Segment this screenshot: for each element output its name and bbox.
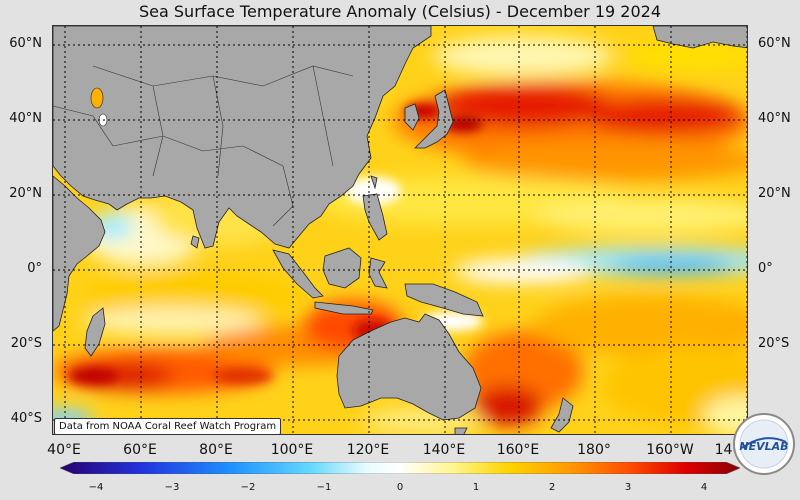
colorbar-tick-1: 1 — [472, 482, 480, 493]
lon-label-60e: 60°E — [123, 442, 157, 458]
map-title: Sea Surface Temperature Anomaly (Celsius… — [139, 2, 661, 21]
landmass-sri-lanka — [190, 235, 200, 249]
landmass-alaska — [652, 26, 747, 49]
landmass-borneo — [322, 247, 362, 289]
landmass-sulawesi — [368, 257, 388, 289]
country-borders — [53, 65, 354, 227]
lat-label-eq-right: 0° — [758, 261, 773, 276]
map-canvas — [53, 26, 747, 434]
lat-label-20s-right: 20°S — [758, 336, 790, 351]
colorbar-tick-minus2: −2 — [240, 482, 256, 493]
landmass-asia — [53, 26, 432, 249]
lon-label-180: 180° — [577, 442, 611, 458]
lat-label-20n-left: 20°N — [9, 186, 42, 201]
logo-text: NEVLAB — [739, 440, 788, 453]
landmass-japan — [414, 89, 454, 149]
lon-label-100e: 100°E — [270, 442, 314, 458]
sst-anomaly-map — [52, 25, 748, 435]
landmass-philippines — [362, 175, 388, 241]
logo-graphic: NEVLAB — [733, 413, 795, 475]
landmass-madagascar — [84, 307, 106, 357]
lon-label-140e: 140°E — [422, 442, 466, 458]
colorbar-tick-4: 4 — [700, 482, 708, 493]
landmass-africa — [53, 175, 106, 332]
anomaly-field — [53, 26, 747, 434]
lat-label-20s-left: 20°S — [10, 336, 42, 351]
colorbar-tick-minus1: −1 — [316, 482, 332, 493]
lat-label-60n-right: 60°N — [758, 36, 791, 51]
landmass-tasmania — [454, 427, 468, 434]
anomaly-colorbar — [60, 462, 740, 474]
lon-label-160w: 160°W — [646, 442, 694, 458]
nevlab-logo: NEVLAB — [732, 412, 796, 476]
landmass-new-guinea — [404, 283, 484, 317]
colorbar-tick-minus3: −3 — [164, 482, 180, 493]
lat-label-20n-right: 20°N — [758, 186, 791, 201]
lon-label-120e: 120°E — [346, 442, 390, 458]
colorbar-tick-2: 2 — [548, 482, 556, 493]
lat-label-40n-left: 40°N — [9, 111, 42, 126]
landmass-new-zealand — [550, 397, 574, 433]
colorbar-tick-0: 0 — [396, 482, 404, 493]
landmass-sumatra — [272, 249, 324, 299]
graticule — [53, 26, 747, 434]
landmass-australia — [336, 313, 482, 421]
lat-label-60n-left: 60°N — [9, 36, 42, 51]
lon-label-40e: 40°E — [47, 442, 81, 458]
lon-label-160e: 160°E — [496, 442, 540, 458]
land-masses — [53, 26, 747, 434]
lon-label-80e: 80°E — [199, 442, 233, 458]
lat-label-eq-left: 0° — [27, 261, 42, 276]
landmass-java — [314, 301, 374, 315]
lat-label-40n-right: 40°N — [758, 111, 791, 126]
lat-label-40s-left: 40°S — [10, 411, 42, 426]
data-credit-box: Data from NOAA Coral Reef Watch Program — [54, 418, 282, 435]
colorbar-tick-minus4: −4 — [88, 482, 104, 493]
colorbar-tick-3: 3 — [624, 482, 632, 493]
